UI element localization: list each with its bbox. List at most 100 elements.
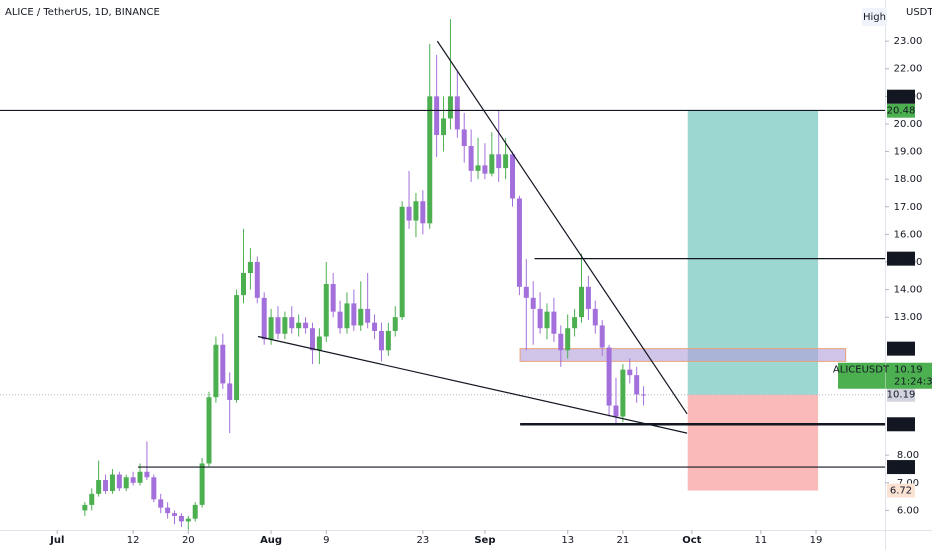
candle-body [434, 96, 440, 135]
candle-body [137, 471, 143, 483]
price-label: 7.57 [890, 462, 912, 473]
candle-body [510, 154, 516, 199]
candle-body [330, 284, 336, 312]
x-tick-label: 23 [416, 535, 429, 546]
price-label-bg [887, 103, 915, 118]
currency-label: USDT [906, 7, 932, 18]
price-label: 11.86 [887, 344, 916, 355]
price-label: 20.49 [887, 92, 916, 103]
price-label-bg [887, 341, 915, 356]
candle-body [454, 96, 460, 130]
candle-body [344, 303, 350, 329]
countdown: 21:24:39 [894, 377, 932, 388]
position-profit [687, 110, 819, 395]
candle-body [199, 463, 205, 505]
candle-body [641, 394, 647, 396]
candle-body [399, 206, 405, 318]
candle-body [323, 284, 329, 337]
price-label-bg [887, 417, 915, 432]
price-label-bg [887, 89, 915, 104]
candle-body [558, 333, 564, 351]
candle-body [309, 328, 315, 351]
candle-body [165, 507, 171, 514]
y-tick-label: 7.00 [897, 478, 919, 489]
candle-body [606, 347, 612, 406]
candle-body [172, 513, 178, 516]
x-tick-label: Aug [260, 535, 282, 546]
candle-body [627, 369, 633, 376]
x-tick-label: 11 [754, 535, 767, 546]
candle-body [516, 198, 522, 287]
candle-body [116, 474, 122, 489]
candle-body [613, 405, 619, 417]
candle-body [82, 504, 88, 511]
high-button[interactable] [862, 8, 887, 26]
candle-body [489, 154, 495, 174]
candle-body [413, 201, 419, 221]
candle-body [565, 328, 571, 351]
candle-body [461, 129, 467, 147]
plot-area [0, 19, 885, 530]
x-tick-label: 20 [182, 535, 195, 546]
candle-body [537, 308, 543, 329]
candle-body [585, 286, 591, 309]
x-tick-label: 13 [561, 535, 574, 546]
price-label: 15.12 [887, 254, 916, 265]
candle-body [385, 330, 391, 351]
candle-body [261, 297, 267, 340]
position-loss [687, 394, 819, 491]
candle-body [213, 344, 219, 398]
candle-body [103, 480, 109, 492]
trend-line [257, 335, 688, 434]
x-tick-label: Oct [682, 535, 701, 546]
price-label-bg [887, 460, 915, 475]
candle-body [151, 477, 157, 500]
candle-body [372, 322, 378, 331]
candle-body [144, 471, 150, 478]
price-label-bg [887, 483, 915, 498]
candle-body [351, 303, 357, 326]
candle-body [268, 317, 274, 340]
x-tick-label: 9 [323, 535, 329, 546]
candle-body [109, 474, 115, 492]
candle-body [599, 325, 605, 348]
candle-body [634, 375, 640, 395]
symbol-badge-bg [838, 362, 932, 389]
price-label-bg [887, 387, 915, 402]
candle-body [130, 477, 136, 483]
candle-body [282, 317, 288, 334]
price-label-bg [887, 251, 915, 266]
candle-body [441, 118, 447, 135]
candle-body [420, 201, 426, 224]
candle-body [475, 165, 481, 171]
candle-body [96, 480, 102, 494]
symbol-name: ALICEUSDT [833, 365, 890, 376]
y-tick-label: 22.00 [894, 64, 923, 75]
candle-body [572, 317, 578, 329]
candle-body [247, 261, 253, 274]
candle-body [592, 308, 598, 326]
y-tick-label: 6.00 [897, 505, 919, 516]
candle-body [378, 330, 384, 351]
candle-body [468, 146, 474, 171]
candle-body [447, 96, 453, 119]
candle-body [482, 165, 488, 174]
price-label: 10.19 [887, 390, 916, 401]
candle-body [544, 311, 550, 329]
price-label: 6.72 [890, 486, 912, 497]
high-button-label[interactable]: High [863, 12, 886, 23]
x-tick-label: 21 [617, 535, 630, 546]
candle-body [503, 154, 509, 169]
y-tick-label: 16.00 [894, 229, 923, 240]
y-tick-label: 17.00 [894, 202, 923, 213]
candle-body [620, 369, 626, 417]
zone [519, 348, 847, 362]
candle-body [392, 317, 398, 331]
y-tick-label: 14.00 [894, 285, 923, 296]
candle-body [337, 311, 343, 329]
candle-body [551, 311, 557, 334]
x-tick-label: Jul [49, 535, 64, 546]
candle-body [296, 322, 302, 329]
y-tick-label: 20.00 [894, 119, 923, 130]
